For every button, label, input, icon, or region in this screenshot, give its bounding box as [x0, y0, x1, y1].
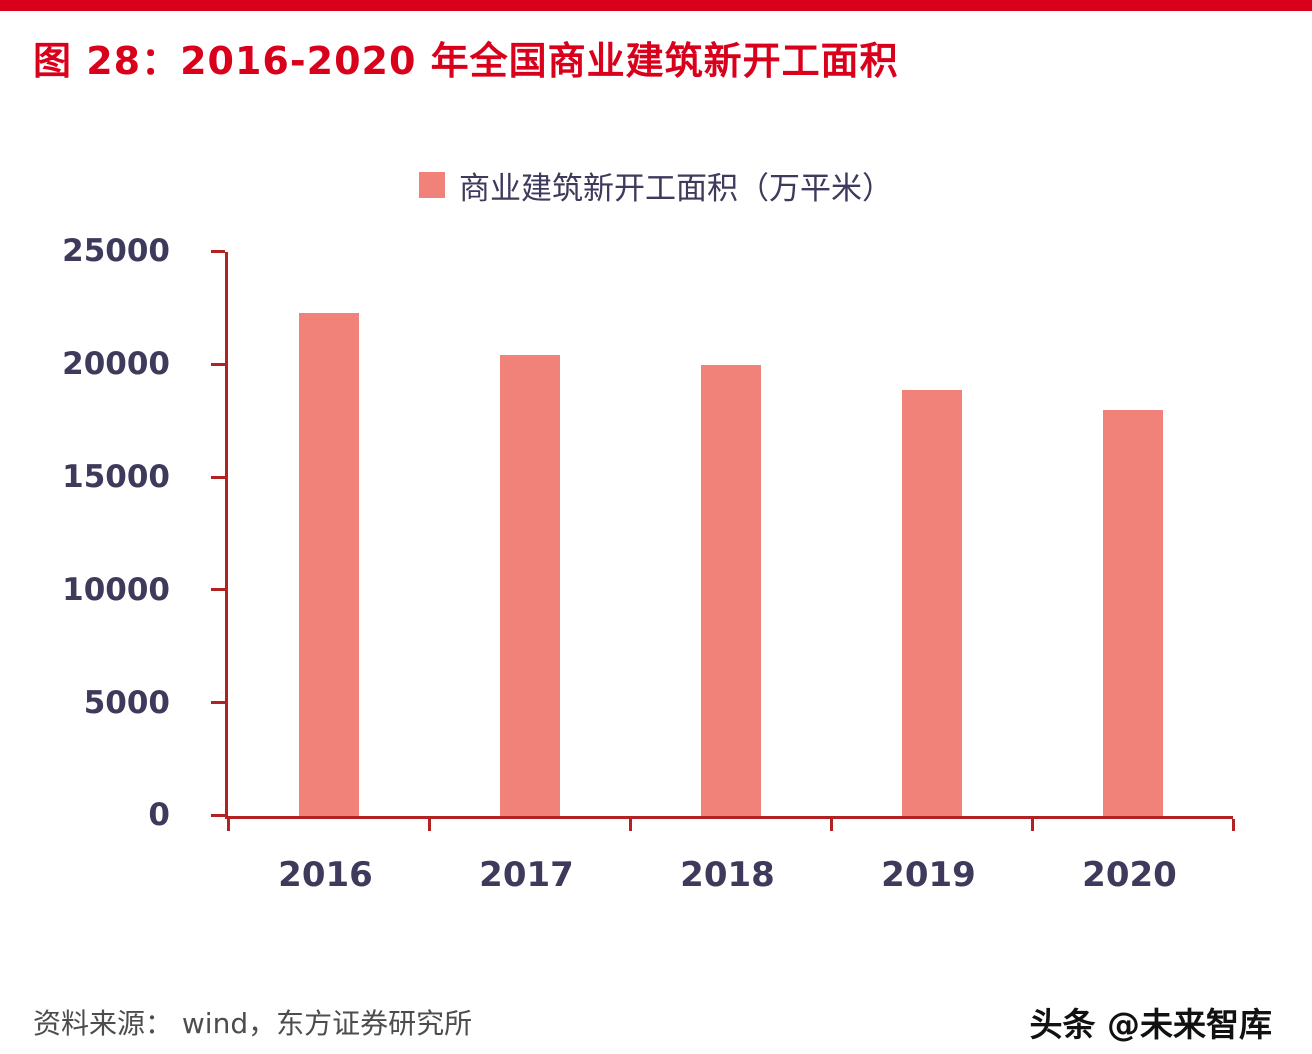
legend-swatch-icon: [419, 172, 445, 198]
watermark: 头条 @未来智库: [1030, 998, 1273, 1046]
chart-legend: 商业建筑新开工面积（万平米）: [0, 163, 1312, 207]
legend-label: 商业建筑新开工面积（万平米）: [459, 163, 893, 208]
bar-2020: [1103, 410, 1163, 816]
y-axis-tick: [211, 476, 225, 479]
x-tick-label-2019: 2019: [881, 855, 976, 895]
y-tick-label-0: 0: [148, 798, 170, 834]
x-tick-label-2017: 2017: [479, 855, 574, 895]
x-tick-label-2020: 2020: [1082, 855, 1177, 895]
bar-2019: [902, 390, 962, 816]
y-tick-label-20000: 20000: [62, 347, 170, 383]
y-axis-tick: [211, 701, 225, 704]
y-tick-label-10000: 10000: [62, 573, 170, 609]
bar-2017: [500, 355, 560, 816]
x-axis-labels: 2016 2017 2018 2019 2020: [225, 855, 1230, 905]
top-accent-bar: [0, 0, 1312, 11]
x-tick-label-2018: 2018: [680, 855, 775, 895]
y-axis-tick: [211, 250, 225, 253]
x-tick-label-2016: 2016: [278, 855, 373, 895]
y-axis-tick: [211, 363, 225, 366]
y-tick-label-15000: 15000: [62, 460, 170, 496]
y-axis-tick: [211, 814, 225, 817]
y-tick-label-5000: 5000: [84, 685, 170, 721]
x-axis-tick: [629, 819, 632, 831]
report-figure-page: 图 28：2016-2020 年全国商业建筑新开工面积 商业建筑新开工面积（万平…: [0, 0, 1312, 1054]
x-axis-tick: [830, 819, 833, 831]
y-tick-label-25000: 25000: [62, 234, 170, 270]
figure-title: 图 28：2016-2020 年全国商业建筑新开工面积: [33, 30, 899, 85]
source-note: 资料来源： wind，东方证券研究所: [33, 1002, 472, 1042]
figure-footer: 资料来源： wind，东方证券研究所 头条 @未来智库: [33, 998, 1272, 1046]
x-axis-tick: [1031, 819, 1034, 831]
x-axis-tick: [227, 819, 230, 831]
bar-2018: [701, 365, 761, 816]
bar-chart-plot-area: [225, 252, 1233, 819]
x-axis-tick: [1232, 819, 1235, 831]
x-axis-tick: [428, 819, 431, 831]
y-axis-tick: [211, 588, 225, 591]
bar-2016: [299, 313, 359, 816]
y-axis-labels: 0500010000150002000025000: [0, 252, 170, 816]
